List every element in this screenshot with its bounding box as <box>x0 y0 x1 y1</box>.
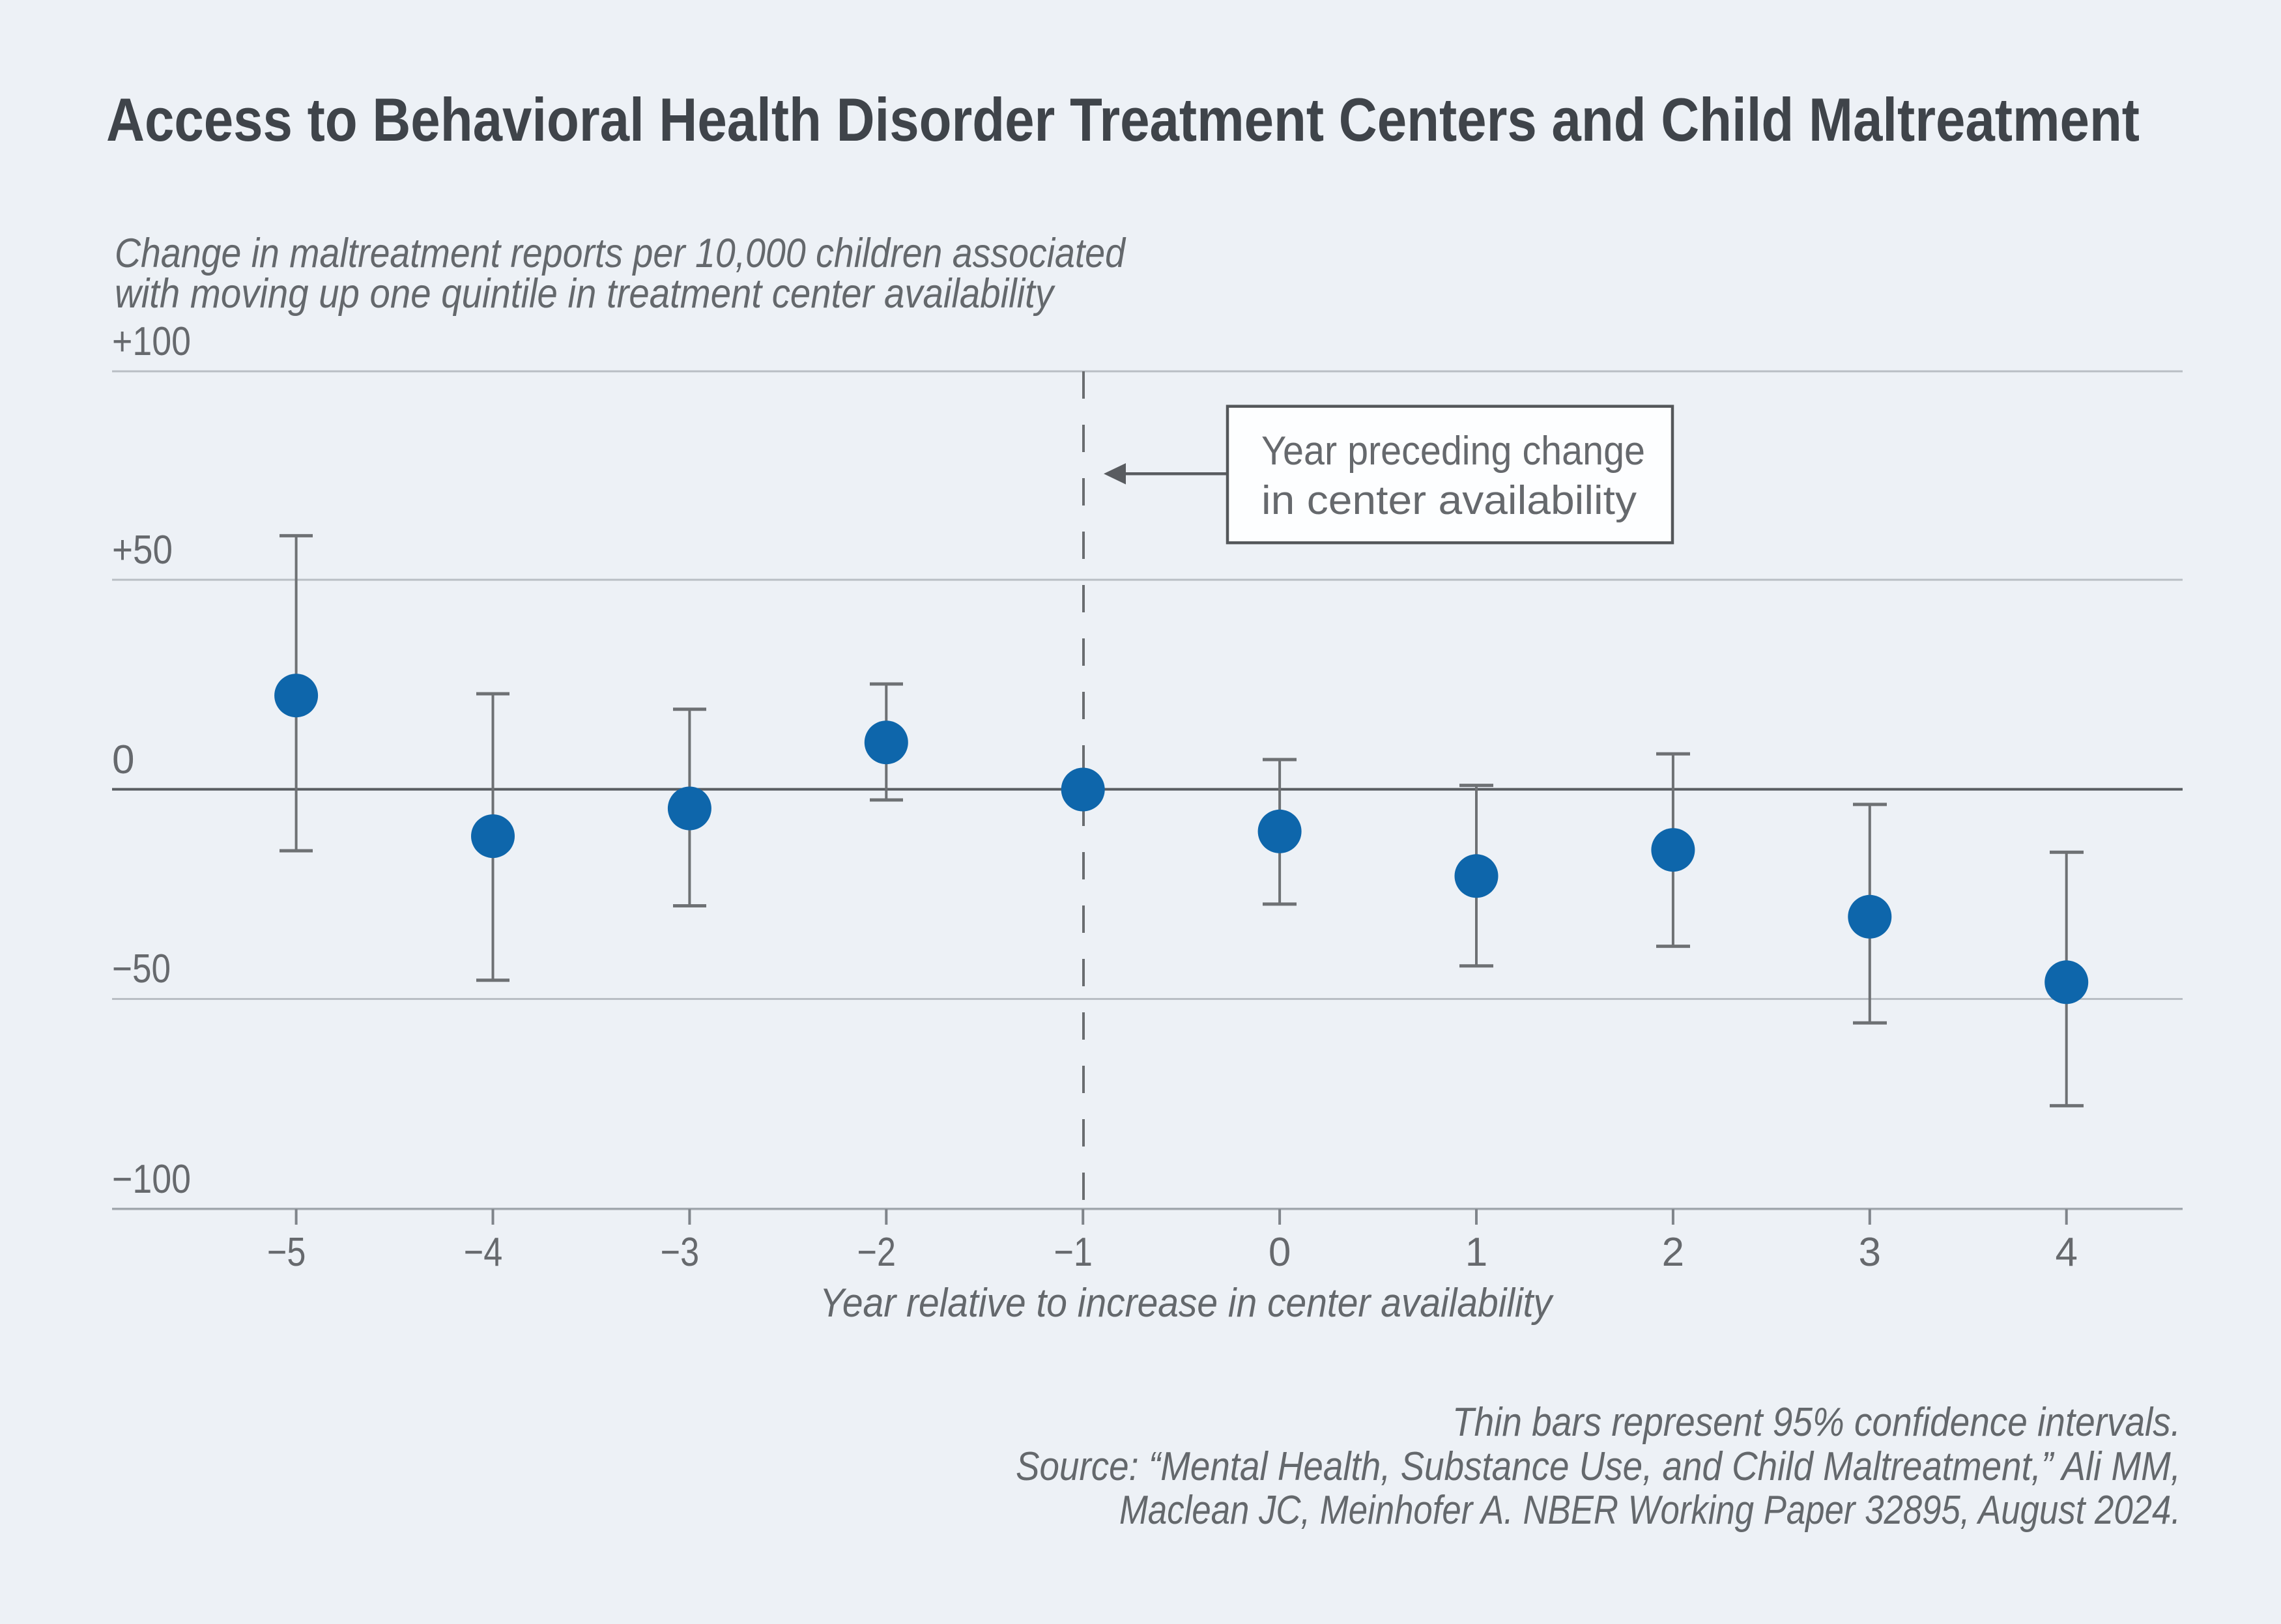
svg-text:Change in maltreatment reports: Change in maltreatment reports per 10,00… <box>115 231 1126 276</box>
svg-text:0: 0 <box>1269 1230 1291 1275</box>
svg-text:in center availability: in center availability <box>1261 478 1637 523</box>
svg-text:−5: −5 <box>267 1230 306 1275</box>
svg-text:−100: −100 <box>112 1157 191 1202</box>
svg-text:−4: −4 <box>464 1230 503 1275</box>
svg-text:Source: “Mental Health, Substa: Source: “Mental Health, Substance Use, a… <box>1016 1444 2181 1489</box>
svg-text:Maclean JC, Meinhofer A. NBER: Maclean JC, Meinhofer A. NBER Working Pa… <box>1119 1488 2181 1533</box>
svg-text:Year preceding change: Year preceding change <box>1261 429 1645 474</box>
svg-text:Thin bars represent 95% confid: Thin bars represent 95% confidence inter… <box>1452 1400 2181 1445</box>
svg-text:−2: −2 <box>857 1230 897 1275</box>
svg-text:2: 2 <box>1662 1230 1684 1275</box>
svg-text:Access to Behavioral Health Di: Access to Behavioral Health Disorder Tre… <box>106 85 2140 154</box>
svg-text:−50: −50 <box>112 947 171 991</box>
svg-text:1: 1 <box>1465 1230 1487 1275</box>
svg-text:+50: +50 <box>112 528 173 573</box>
svg-text:with moving up one quintile in: with moving up one quintile in treatment… <box>115 271 1055 317</box>
svg-text:4: 4 <box>2055 1230 2077 1275</box>
svg-text:0: 0 <box>112 737 134 782</box>
svg-text:+100: +100 <box>112 319 191 364</box>
svg-text:−3: −3 <box>661 1230 700 1275</box>
svg-text:Year relative to increase in c: Year relative to increase in center avai… <box>820 1281 1555 1326</box>
svg-text:3: 3 <box>1859 1230 1881 1275</box>
svg-text:−1: −1 <box>1054 1230 1093 1275</box>
